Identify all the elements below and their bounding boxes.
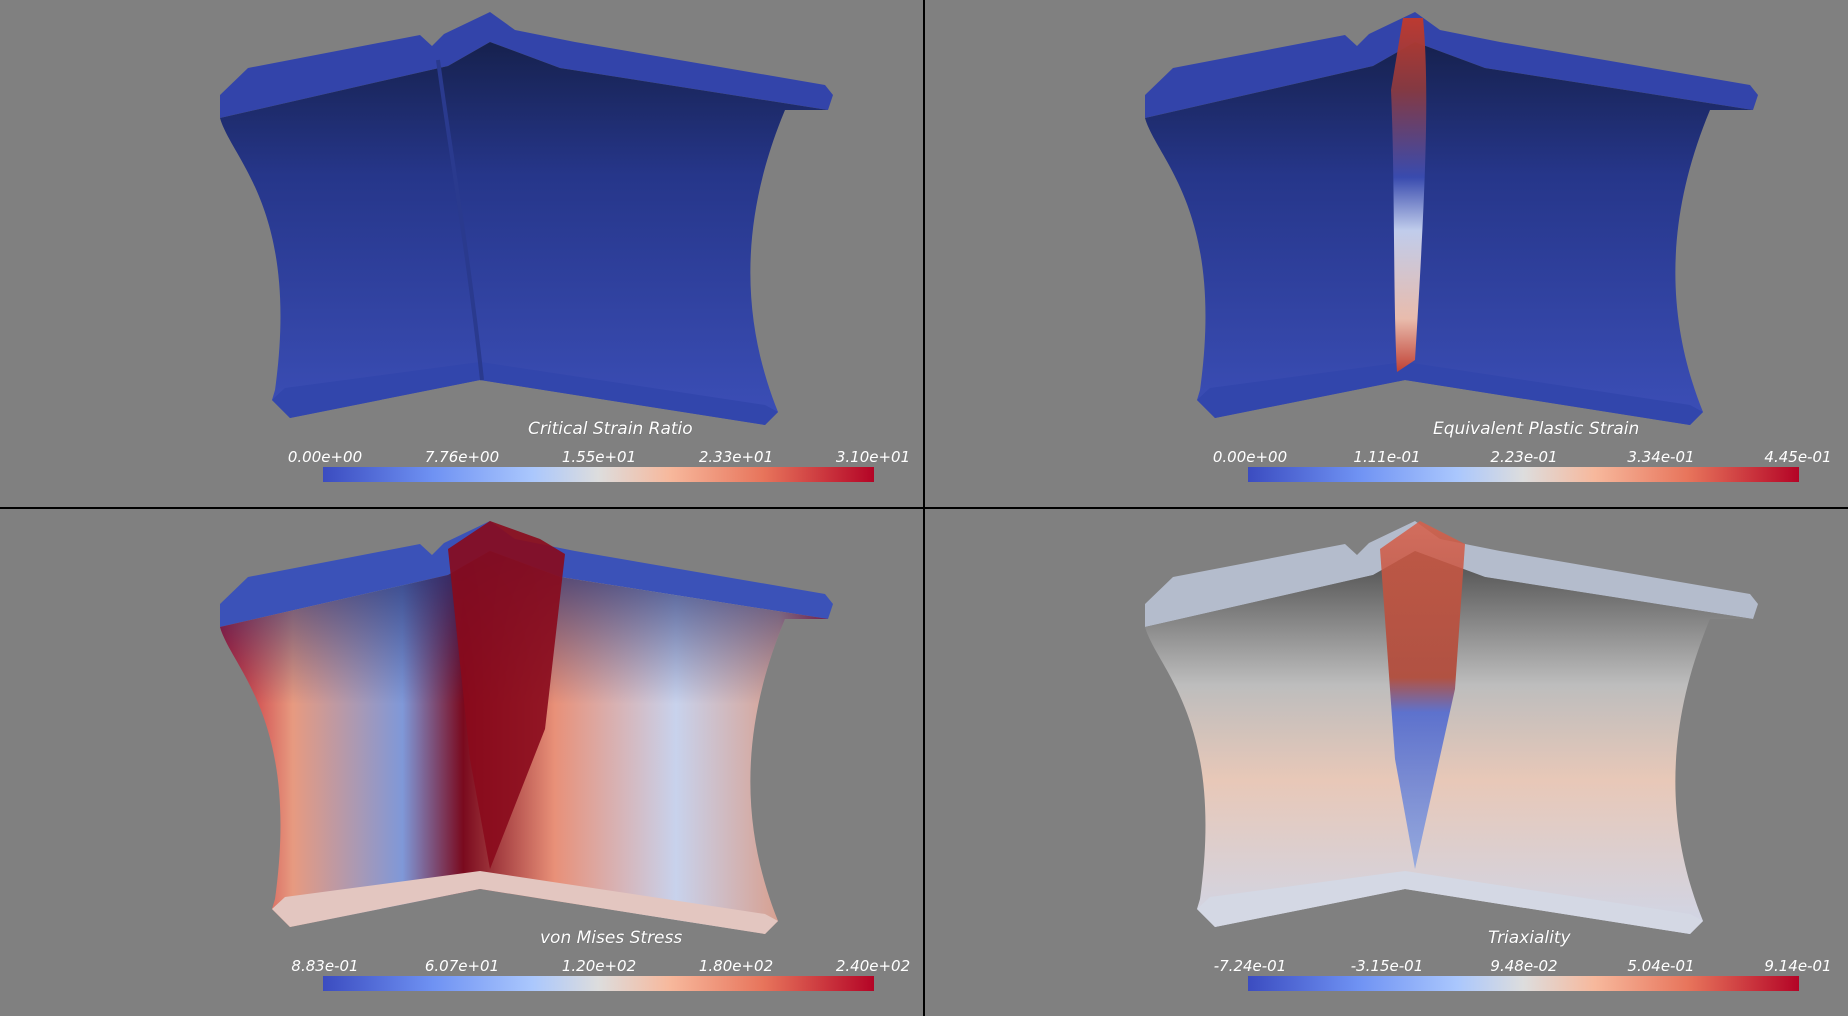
beam-bottom-flange [272, 871, 778, 934]
beam-bottom-flange [1197, 871, 1703, 934]
colorbar-tick: -3.15e-01 [1350, 957, 1424, 975]
colorbar-tick: 9.14e-01 [1764, 957, 1832, 975]
mesh-render[interactable] [0, 0, 923, 507]
render-view-critical-strain-ratio[interactable]: Critical Strain Ratio 0.00e+00 7.76e+00 … [0, 0, 923, 507]
colorbar [323, 976, 874, 991]
colorbar-tick: -7.24e-01 [1213, 957, 1287, 975]
beam-web [220, 42, 828, 425]
colorbar-tick: 4.45e-01 [1764, 448, 1832, 466]
colorbar-tick: 1.20e+02 [561, 957, 637, 975]
mesh-render[interactable] [925, 509, 1848, 1016]
beam-web [1145, 42, 1753, 425]
colorbar-tick: 3.10e+01 [835, 448, 911, 466]
plastic-strain-zone [1391, 18, 1427, 372]
high-stress-zone [448, 521, 565, 869]
colorbar-tick: 3.34e-01 [1627, 448, 1695, 466]
colorbar-tick: 8.83e-01 [291, 957, 359, 975]
beam-bottom-flange [272, 362, 778, 425]
beam-top-flange [220, 12, 833, 118]
colorbar-tick: 6.07e+01 [424, 957, 500, 975]
colorbar-title: Critical Strain Ratio [528, 419, 693, 439]
colorbar-tick: 0.00e+00 [1212, 448, 1288, 466]
mesh-render[interactable] [0, 509, 923, 1016]
triaxiality-zone [1380, 521, 1465, 869]
render-view-triaxiality[interactable]: Triaxiality -7.24e-01 -3.15e-01 9.48e-02… [925, 509, 1848, 1016]
colorbar-tick: 0.00e+00 [287, 448, 363, 466]
colorbar-tick: 2.40e+02 [835, 957, 911, 975]
colorbar-title: Triaxiality [1488, 928, 1571, 948]
colorbar [1248, 976, 1799, 991]
render-view-equivalent-plastic-strain[interactable]: Equivalent Plastic Strain 0.00e+00 1.11e… [925, 0, 1848, 507]
colorbar-tick: 9.48e-02 [1490, 957, 1558, 975]
colorbar-tick: 1.55e+01 [561, 448, 637, 466]
beam-top-flange [1145, 12, 1758, 118]
colorbar-title: Equivalent Plastic Strain [1433, 419, 1640, 439]
mesh-render[interactable] [925, 0, 1848, 507]
colorbar-title: von Mises Stress [540, 928, 683, 948]
colorbar-tick: 1.80e+02 [698, 957, 774, 975]
colorbar-tick: 1.11e-01 [1353, 448, 1421, 466]
colorbar-tick: 2.23e-01 [1490, 448, 1558, 466]
colorbar-tick: 2.33e+01 [698, 448, 774, 466]
colorbar [1248, 467, 1799, 482]
beam-bottom-flange [1197, 362, 1703, 425]
render-view-von-mises-stress[interactable]: von Mises Stress 8.83e-01 6.07e+01 1.20e… [0, 509, 923, 1016]
colorbar-tick: 7.76e+00 [424, 448, 500, 466]
colorbar-tick: 5.04e-01 [1627, 957, 1695, 975]
beam-web [1145, 551, 1753, 934]
colorbar [323, 467, 874, 482]
weld-seam [436, 59, 484, 381]
